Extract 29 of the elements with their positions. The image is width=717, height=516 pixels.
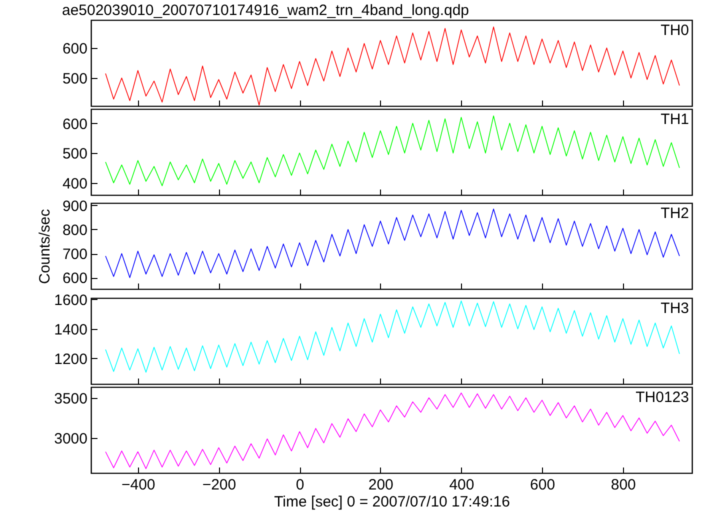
y-tick-label: 900 <box>62 198 88 215</box>
series-label: TH2 <box>660 205 689 222</box>
y-tick-label: 1400 <box>54 321 88 338</box>
y-tick-label: 600 <box>62 116 88 133</box>
x-tick-label: −400 <box>121 476 156 494</box>
x-tick-label: 800 <box>610 476 636 494</box>
y-tick-label: 1200 <box>54 350 88 368</box>
series-label: TH1 <box>660 111 689 128</box>
y-tick-label: 800 <box>62 222 88 239</box>
x-tick-label: 200 <box>368 476 394 494</box>
y-tick-label: 400 <box>62 175 88 192</box>
y-tick-label: 600 <box>62 270 88 288</box>
y-tick-label: 700 <box>62 246 88 264</box>
x-tick-label: 0 <box>296 476 304 494</box>
y-tick-label: 600 <box>62 40 88 58</box>
x-tick-label: 600 <box>530 476 556 494</box>
x-axis-title: Time [sec] 0 = 2007/07/10 17:49:16 <box>274 494 510 510</box>
y-tick-label: 1600 <box>54 292 88 309</box>
series-label: TH0 <box>660 22 689 39</box>
series-label: TH3 <box>660 300 689 317</box>
y-axis-title: Counts/sec <box>36 208 54 284</box>
y-tick-label: 3500 <box>54 390 88 408</box>
x-tick-label: 400 <box>449 476 474 494</box>
y-tick-label: 500 <box>62 146 88 163</box>
y-tick-label: 500 <box>62 70 88 88</box>
y-tick-label: 3000 <box>54 430 88 448</box>
series-label: TH0123 <box>636 389 689 406</box>
chart-title: ae502039010_20070710174916_wam2_trn_4band_long.qdp <box>62 2 470 19</box>
x-tick-label: −200 <box>202 476 236 494</box>
